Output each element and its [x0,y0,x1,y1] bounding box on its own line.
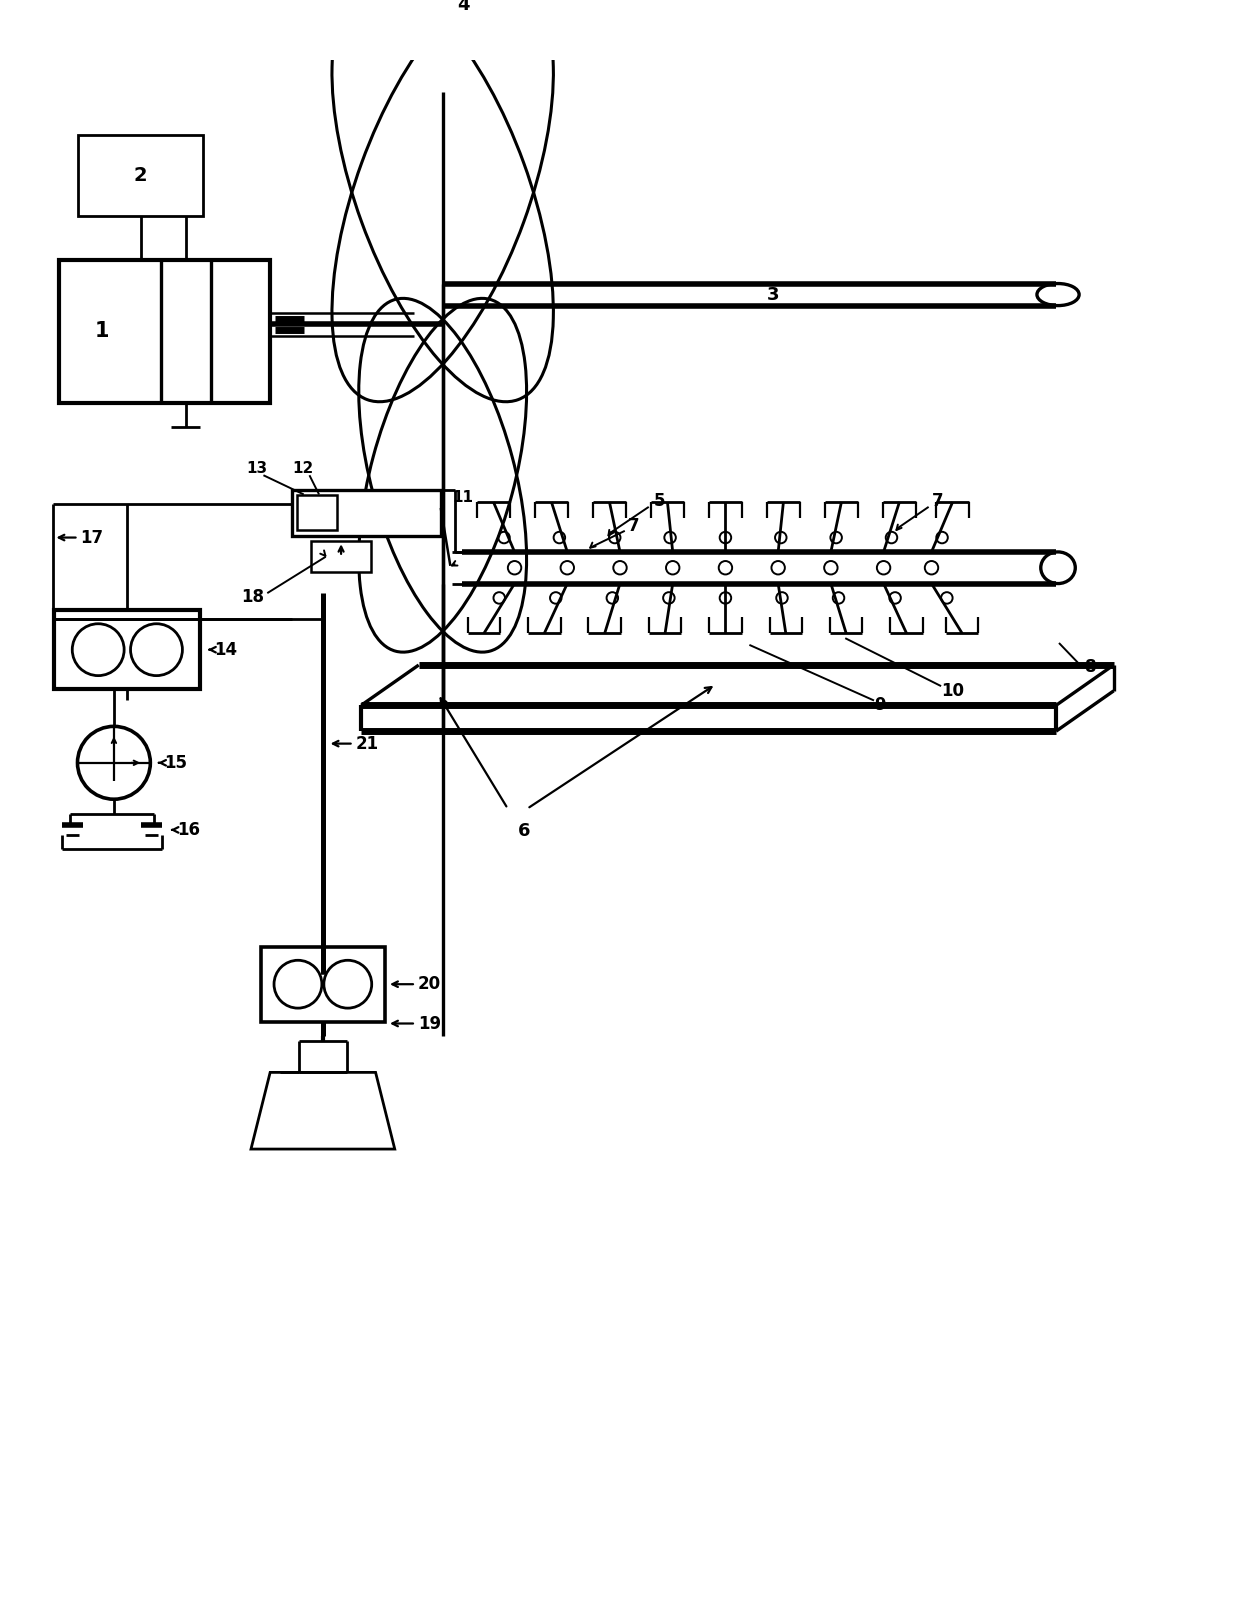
Text: 3: 3 [768,285,780,304]
Text: 5: 5 [653,492,665,510]
Text: 19: 19 [418,1014,441,1032]
Text: 15: 15 [164,754,187,772]
Text: 13: 13 [247,461,268,476]
Bar [260,947,386,1021]
Bar [78,134,203,217]
Text: 9: 9 [874,696,885,714]
Text: 14: 14 [215,641,238,659]
Text: 1: 1 [95,322,109,341]
Text: 6: 6 [517,822,529,840]
Text: 18: 18 [242,587,264,607]
Text: 11: 11 [453,490,474,505]
Text: 7: 7 [627,518,640,536]
Text: 12: 12 [293,461,314,476]
Bar [311,542,371,573]
Bar [60,259,270,403]
Text: 17: 17 [81,529,103,547]
Text: 16: 16 [177,820,200,838]
Text: 20: 20 [418,976,441,993]
Text: 2: 2 [134,167,148,184]
Text: 8: 8 [1085,659,1096,676]
Bar [293,490,440,536]
Bar [55,610,200,689]
Text: 7: 7 [931,492,944,510]
Bar [298,495,337,529]
Text: 21: 21 [356,735,378,752]
Text: 4: 4 [458,0,470,15]
Text: 10: 10 [941,681,963,701]
